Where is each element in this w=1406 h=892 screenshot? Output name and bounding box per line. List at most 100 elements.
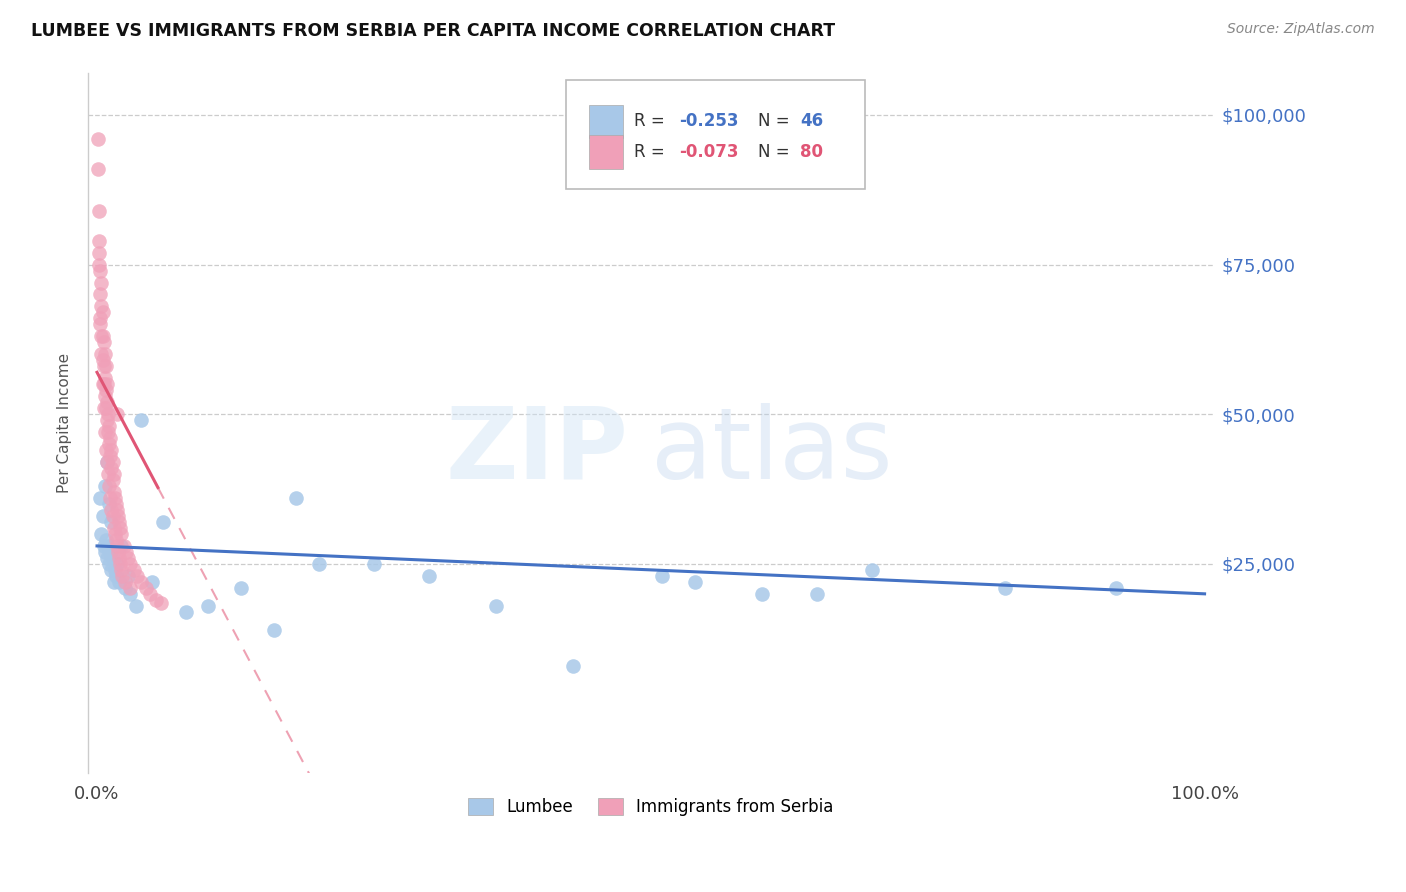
Text: 46: 46 xyxy=(800,112,824,130)
Point xyxy=(100,515,122,529)
Point xyxy=(114,545,136,559)
Point xyxy=(105,407,128,421)
Point xyxy=(91,353,114,368)
Point xyxy=(110,539,132,553)
Point xyxy=(91,377,114,392)
Point xyxy=(98,497,121,511)
Point xyxy=(110,557,132,571)
Point xyxy=(97,467,120,481)
Point xyxy=(90,300,112,314)
Point xyxy=(108,550,131,565)
Point xyxy=(112,539,135,553)
Text: 80: 80 xyxy=(800,143,824,161)
Point xyxy=(94,533,117,547)
Text: Source: ZipAtlas.com: Source: ZipAtlas.com xyxy=(1227,22,1375,37)
Point xyxy=(89,234,111,248)
Point xyxy=(101,550,124,565)
Point xyxy=(263,623,285,637)
Point xyxy=(103,521,125,535)
Point xyxy=(308,557,330,571)
Text: -0.073: -0.073 xyxy=(679,143,738,161)
Point xyxy=(104,491,127,505)
Point xyxy=(104,497,127,511)
Point xyxy=(103,485,125,500)
Point xyxy=(651,569,673,583)
Point xyxy=(89,311,111,326)
Point xyxy=(683,574,706,589)
Point xyxy=(98,431,121,445)
Point xyxy=(100,503,122,517)
Point xyxy=(94,443,117,458)
Point xyxy=(108,574,131,589)
Point xyxy=(93,539,115,553)
Point xyxy=(197,599,219,613)
Point xyxy=(89,318,111,332)
Point xyxy=(98,419,121,434)
Point xyxy=(150,596,173,610)
Point xyxy=(105,557,128,571)
Point xyxy=(93,335,115,350)
Point xyxy=(105,539,128,553)
Point xyxy=(96,455,118,469)
Bar xyxy=(589,136,623,169)
Point xyxy=(485,599,508,613)
Point xyxy=(94,384,117,398)
Point xyxy=(117,569,139,583)
Point xyxy=(363,557,385,571)
Text: R =: R = xyxy=(634,143,669,161)
Point xyxy=(98,449,121,463)
Point xyxy=(108,515,131,529)
Point xyxy=(145,592,167,607)
Point xyxy=(418,569,440,583)
Point xyxy=(114,574,136,589)
Point xyxy=(135,581,157,595)
Point xyxy=(120,557,142,571)
Point xyxy=(90,347,112,361)
Point xyxy=(131,413,153,427)
Point xyxy=(89,258,111,272)
Point xyxy=(152,515,174,529)
Point xyxy=(285,491,308,505)
Point xyxy=(89,287,111,301)
Point xyxy=(107,508,129,523)
Point xyxy=(104,563,127,577)
Point xyxy=(91,508,114,523)
Text: N =: N = xyxy=(758,112,794,130)
Point xyxy=(104,533,127,547)
Point xyxy=(105,503,128,517)
Point xyxy=(120,581,142,595)
Point xyxy=(96,455,118,469)
Point xyxy=(89,245,111,260)
Point xyxy=(110,521,132,535)
Point xyxy=(94,545,117,559)
Point xyxy=(93,359,115,374)
Point xyxy=(101,455,124,469)
Point xyxy=(107,545,129,559)
Point xyxy=(100,443,122,458)
Point xyxy=(97,407,120,421)
Point xyxy=(94,359,117,374)
Point xyxy=(94,371,117,385)
Point xyxy=(562,658,585,673)
Point xyxy=(98,545,121,559)
Point xyxy=(101,473,124,487)
Point xyxy=(89,491,111,505)
Point xyxy=(103,467,125,481)
Point xyxy=(122,563,145,577)
Point xyxy=(806,587,828,601)
Legend: Lumbee, Immigrants from Serbia: Lumbee, Immigrants from Serbia xyxy=(460,789,842,824)
Point xyxy=(141,574,163,589)
Point xyxy=(860,563,883,577)
Point xyxy=(90,329,112,343)
Point xyxy=(98,491,121,505)
Point xyxy=(90,527,112,541)
Point xyxy=(125,599,148,613)
Point xyxy=(91,329,114,343)
Text: atlas: atlas xyxy=(651,402,893,500)
Y-axis label: Per Capita Income: Per Capita Income xyxy=(58,353,72,493)
Point xyxy=(89,203,111,218)
Point xyxy=(125,569,148,583)
Point xyxy=(114,581,136,595)
Point xyxy=(96,413,118,427)
Point xyxy=(96,550,118,565)
